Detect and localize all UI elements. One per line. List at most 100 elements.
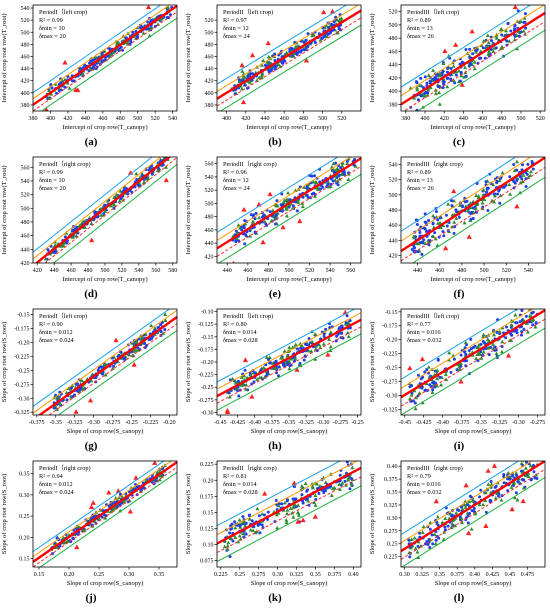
data-point-triangle xyxy=(286,190,291,195)
data-point-triangle xyxy=(491,182,496,187)
data-point-circle xyxy=(244,532,248,536)
data-point-triangle xyxy=(234,236,239,241)
x-axis-label: Intercept of crop row(T_canopy) xyxy=(62,276,147,283)
data-point-circle xyxy=(506,489,510,493)
x-tick-label: 500 xyxy=(285,268,294,274)
data-point-circle xyxy=(410,248,414,252)
y-tick-label: 420 xyxy=(21,261,30,267)
data-point-circle xyxy=(71,536,75,540)
data-point-triangle xyxy=(82,219,87,223)
outlier-point xyxy=(509,506,515,512)
outlier-point xyxy=(491,463,498,468)
legend-text: PeriodII（left crop) xyxy=(223,9,273,16)
data-point-circle xyxy=(444,213,448,217)
data-point-triangle xyxy=(163,318,168,323)
y-tick-label: 0.075 xyxy=(200,559,214,565)
data-point-triangle xyxy=(288,506,293,510)
data-point-circle xyxy=(468,47,472,51)
y-tick-label: 400 xyxy=(205,91,214,97)
data-point-circle xyxy=(335,334,339,338)
x-tick-label: -0.40 xyxy=(248,420,261,426)
data-point-circle xyxy=(449,67,453,71)
y-tick-label: 440 xyxy=(21,247,30,253)
data-point-circle xyxy=(321,185,325,189)
outlier-point xyxy=(280,224,286,230)
data-point-circle xyxy=(437,84,441,88)
data-point-circle xyxy=(455,368,459,372)
data-point-circle xyxy=(454,73,458,77)
data-point-triangle xyxy=(262,375,267,379)
data-point-triangle xyxy=(521,485,526,490)
y-tick-label: -0.225 xyxy=(382,352,398,358)
data-point-circle xyxy=(519,469,523,473)
panel-label: (h) xyxy=(268,440,282,452)
outlier-point xyxy=(321,9,327,15)
data-point-triangle xyxy=(346,334,351,339)
band-inner-upper-line xyxy=(217,312,361,390)
data-point-triangle xyxy=(494,36,499,40)
x-axis-label: Slope of crop row(S_canopy) xyxy=(251,580,328,587)
fit-line xyxy=(401,157,545,253)
x-tick-label: 560 xyxy=(151,268,160,274)
y-tick-label: -0.275 xyxy=(14,382,30,388)
y-tick-label: 500 xyxy=(21,206,30,212)
data-point-circle xyxy=(431,381,435,385)
data-point-circle xyxy=(441,86,445,90)
data-point-circle xyxy=(260,523,264,527)
fit-line xyxy=(34,157,172,263)
outlier-point xyxy=(240,99,247,105)
data-point-circle xyxy=(524,177,528,181)
band-inner-lower-line xyxy=(401,166,545,262)
data-point-circle xyxy=(295,52,299,56)
data-point-circle xyxy=(450,199,454,203)
legend-text: R² = 0.80 xyxy=(223,321,247,328)
y-tick-label: 500 xyxy=(389,23,398,29)
x-tick-label: 500 xyxy=(133,116,142,122)
data-point-triangle xyxy=(345,330,350,335)
data-point-circle xyxy=(302,40,306,44)
data-point-circle xyxy=(262,513,266,517)
data-point-circle xyxy=(423,227,427,231)
x-tick-label: -0.325 xyxy=(298,420,314,426)
y-tick-label: 0.30 xyxy=(19,493,30,499)
y-tick-label: 520 xyxy=(389,10,398,16)
y-tick-label: 520 xyxy=(389,178,398,184)
outlier-point xyxy=(239,62,245,68)
data-point-triangle xyxy=(423,94,428,98)
data-point-circle xyxy=(63,85,67,89)
data-point-triangle xyxy=(310,339,315,344)
data-point-circle xyxy=(306,195,310,199)
x-tick-label: 460 xyxy=(67,268,76,274)
data-point-triangle xyxy=(262,219,267,224)
data-point-triangle xyxy=(527,313,532,318)
data-point-circle xyxy=(471,52,475,56)
data-point-circle xyxy=(433,385,437,389)
outlier-point xyxy=(294,367,300,372)
outlier-point xyxy=(106,489,112,495)
scatter-plot: 440 460 480 500 520 540 560 420 440 460 480 500 520 5… xyxy=(185,156,362,283)
data-point-circle xyxy=(274,359,278,363)
x-tick-label: -0.25 xyxy=(351,420,364,426)
y-tick-label: 400 xyxy=(21,91,30,97)
plot-area xyxy=(33,157,177,263)
band-outer-lower-line xyxy=(52,164,177,263)
data-point-circle xyxy=(159,323,163,327)
data-point-triangle xyxy=(76,524,81,529)
scatter-plot: -0.375 -0.35 -0.325 -0.30 -0.275 -0.25 -0.225-… xyxy=(1,308,178,435)
data-point-circle xyxy=(438,216,442,220)
data-point-triangle xyxy=(486,40,491,45)
data-point-triangle xyxy=(88,66,93,71)
data-point-circle xyxy=(416,373,420,377)
data-point-triangle xyxy=(58,401,63,405)
outlier-point xyxy=(485,468,491,473)
data-point-triangle xyxy=(517,29,522,34)
y-tick-label: 380 xyxy=(205,103,214,109)
band-inner-upper-line xyxy=(33,309,177,414)
data-point-circle xyxy=(436,523,440,527)
data-point-circle xyxy=(228,555,232,559)
data-point-circle xyxy=(266,510,270,514)
x-axis-label: Slope of crop row(S_canopy) xyxy=(251,428,328,435)
x-axis-label: Intercept of crop row(T_canopy) xyxy=(430,276,515,283)
data-point-triangle xyxy=(500,339,505,344)
